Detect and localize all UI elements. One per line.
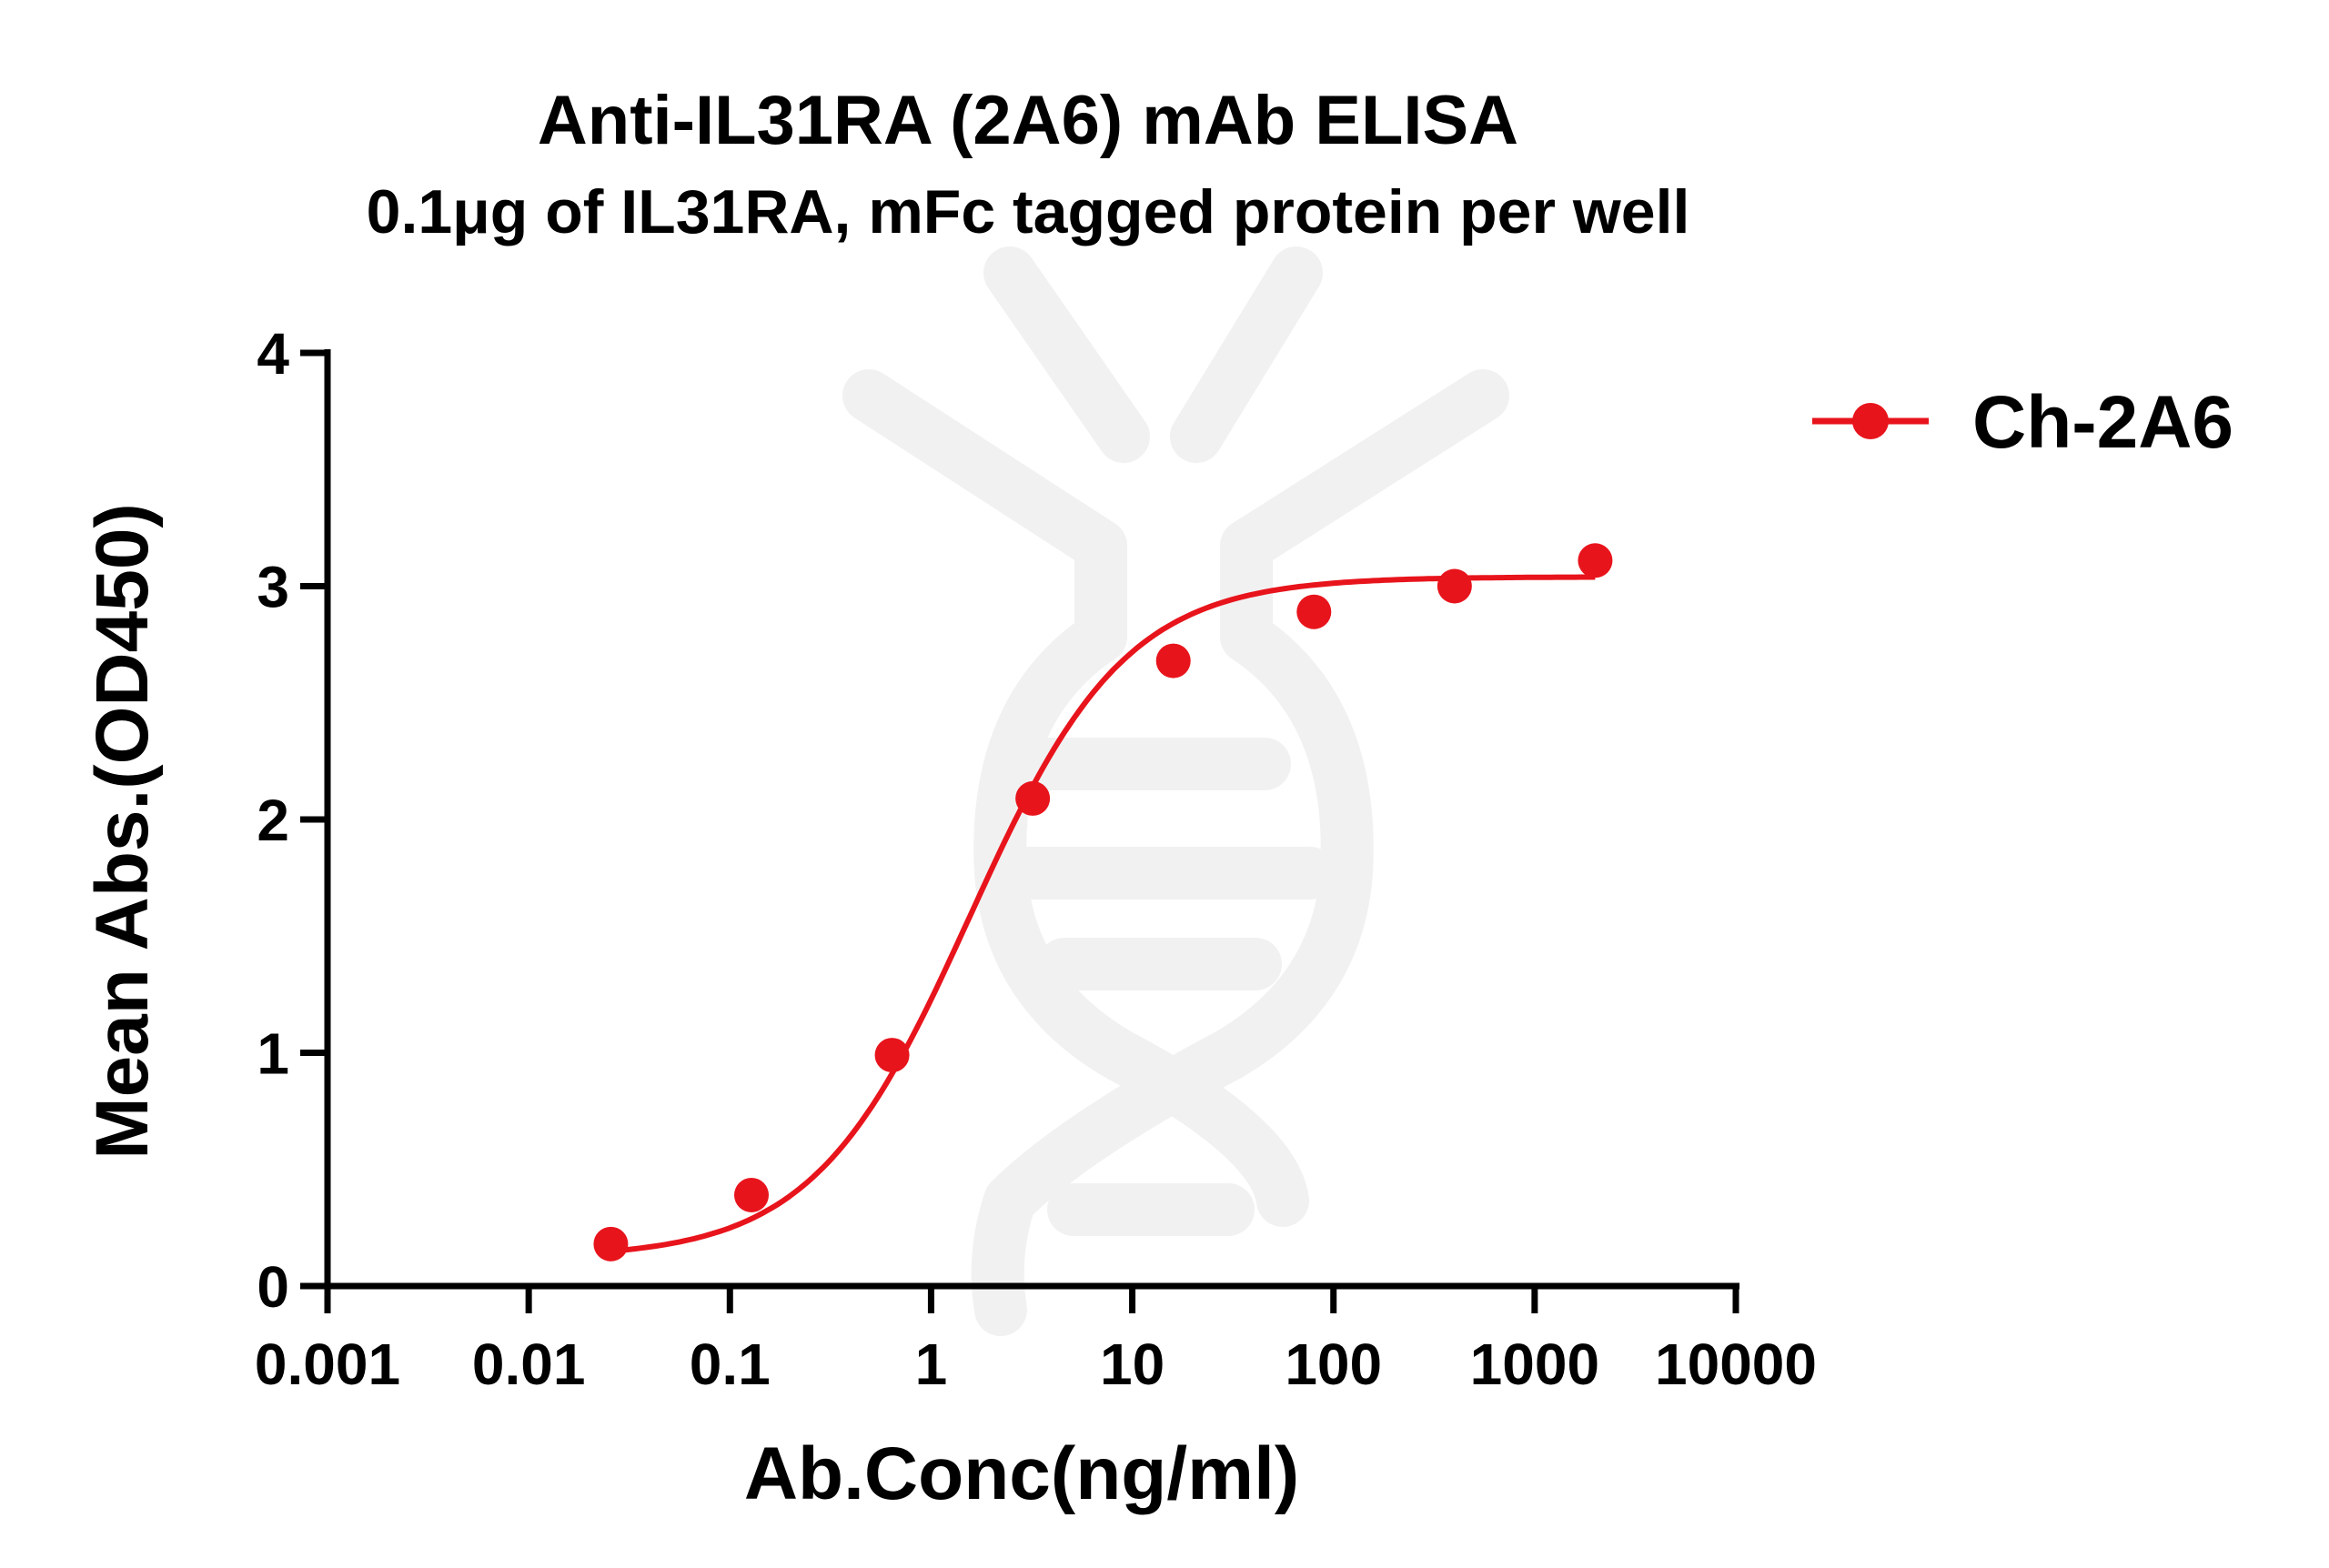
data-point — [593, 1226, 629, 1261]
x-tick-label: 0.01 — [472, 1332, 586, 1397]
chart-title: Anti-IL31RA (2A6) mAb ELISA — [538, 82, 1518, 159]
y-tick-label: 4 — [257, 321, 289, 387]
x-tick-label: 1 — [915, 1332, 948, 1397]
fit-curve-ch-2a6 — [610, 574, 1596, 1254]
data-point — [1437, 568, 1472, 604]
x-tick-label: 0.001 — [255, 1332, 400, 1397]
y-tick-label: 1 — [257, 1021, 289, 1087]
watermark-logo — [842, 246, 1509, 1336]
x-tick-label: 1000 — [1470, 1332, 1599, 1397]
data-point — [1155, 643, 1191, 678]
y-axis-title: Mean Abs.(OD450) — [81, 503, 164, 1159]
plot-area — [593, 543, 1613, 1261]
x-tick-label: 10000 — [1655, 1332, 1817, 1397]
data-point — [874, 1038, 910, 1073]
y-tick-label: 3 — [257, 555, 289, 620]
y-tick-label: 2 — [257, 788, 289, 853]
y-tick-labels: 0 1 2 3 4 — [257, 321, 289, 1320]
data-point — [1578, 543, 1613, 578]
x-tick-label: 10 — [1100, 1332, 1164, 1397]
axes — [300, 349, 1739, 1313]
x-tick-label: 100 — [1285, 1332, 1382, 1397]
legend-marker — [1852, 403, 1889, 439]
y-tick-label: 0 — [257, 1254, 289, 1320]
data-point — [733, 1177, 769, 1212]
x-tick-label: 0.1 — [690, 1332, 771, 1397]
data-point — [1015, 780, 1051, 816]
x-axis-title: Ab.Conc(ng/ml) — [744, 1432, 1299, 1515]
data-point — [1296, 594, 1332, 629]
chart-subtitle: 0.1μg of IL31RA, mFc tagged protein per … — [367, 177, 1690, 246]
legend: Ch-2A6 — [1812, 381, 2233, 464]
legend-label-ch-2a6: Ch-2A6 — [1972, 381, 2233, 464]
x-tick-labels: 0.001 0.01 0.1 1 10 100 1000 10000 — [255, 1332, 1817, 1397]
